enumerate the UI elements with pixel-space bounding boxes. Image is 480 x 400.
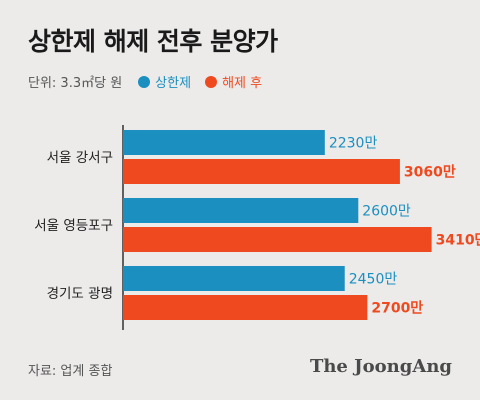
data-label: 2450만 [349, 272, 398, 288]
category-label: 서울 영등포구 [34, 218, 113, 234]
data-label: 2600만 [362, 204, 411, 220]
legend-item-series1: 해제 후 [205, 72, 262, 91]
data-label: 3410만 [436, 233, 480, 249]
data-label: 2700만 [371, 301, 423, 317]
legend-label-series0: 상한제 [155, 76, 192, 91]
category-label: 서울 강서구 [47, 150, 113, 166]
bar-lifted-1 [123, 227, 432, 252]
bar-lifted-2 [123, 295, 368, 320]
legend-dot-series1 [205, 75, 218, 88]
source-note: 자료: 업계 종합 [28, 364, 113, 379]
legend-item-series0: 상한제 [138, 72, 191, 91]
bar-cap-0 [123, 130, 325, 155]
data-label: 3060만 [404, 165, 456, 181]
category-label: 경기도 광명 [47, 286, 113, 302]
legend-label-series1: 해제 후 [222, 76, 263, 91]
bar-cap-2 [123, 266, 345, 291]
bar-cap-1 [123, 198, 359, 223]
chart-title: 상한제 해제 전후 분양가 [28, 27, 278, 56]
unit-label: 단위: 3.3㎡당 원 [28, 76, 123, 91]
brand-logo: The JoongAng [309, 356, 452, 377]
legend-dot-series0 [138, 75, 151, 88]
legend: 단위: 3.3㎡당 원 상한제 해제 후 [28, 72, 276, 91]
bar-lifted-0 [123, 159, 400, 184]
data-label: 2230만 [329, 136, 378, 152]
